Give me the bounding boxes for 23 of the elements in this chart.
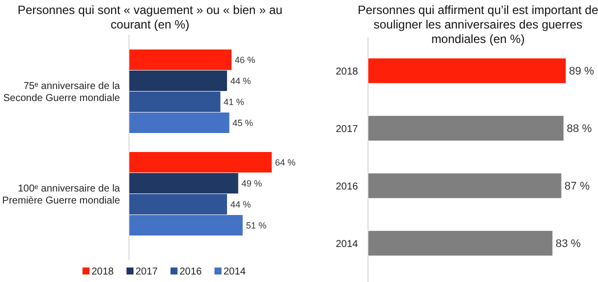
data-label: 51 % — [246, 220, 266, 230]
y-tick-label: 2018 — [336, 66, 358, 78]
data-label: 44 % — [230, 199, 251, 210]
y-tick-label: 100ᵉ anniversaire de la Première Guerre mondiale — [2, 183, 120, 206]
data-label: 88 % — [566, 123, 592, 136]
chart-title: Personnes qui sont « vaguement » ou « bien » au courant (en %) — [18, 3, 282, 32]
legend-label: 2014 — [224, 266, 246, 278]
data-label: 64 % — [275, 157, 296, 168]
data-label: 46 % — [234, 54, 256, 65]
data-label: 41 % — [224, 96, 244, 107]
data-label: 83 % — [556, 238, 581, 250]
y-tick-label: 2017 — [336, 124, 358, 135]
y-tick-label: 75ᵉ anniversaire de la Seconde Guerre mondiale — [3, 80, 120, 104]
legend-label: 2017 — [136, 266, 158, 278]
y-tick-label: 2014 — [336, 238, 358, 250]
data-label: 87 % — [564, 180, 590, 193]
data-label: 45 % — [232, 118, 254, 128]
data-label: 49 % — [241, 178, 262, 188]
data-label: 89 % — [569, 66, 594, 78]
data-label: 44 % — [230, 76, 251, 86]
y-tick-label: 2016 — [336, 181, 358, 192]
chart-title: Personnes qui affirment qu’il est important de souligner les anniversaires des guerres mondiales (en %) — [358, 3, 598, 46]
legend-label: 2016 — [180, 266, 202, 278]
